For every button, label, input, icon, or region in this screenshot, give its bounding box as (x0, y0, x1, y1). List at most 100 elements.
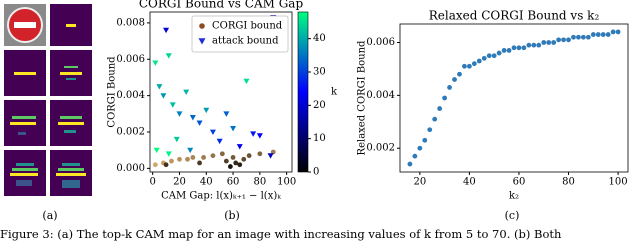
marker-circle (615, 29, 621, 35)
y-tick-label: 0.006 (116, 54, 145, 65)
marker-circle (466, 63, 472, 69)
marker-circle (437, 106, 443, 111)
legend-label: CORGI bound (212, 21, 283, 32)
marker-triangle (163, 27, 170, 34)
colorbar-label: k (331, 87, 338, 98)
colorbar-tick-label: 0 (313, 167, 319, 178)
marker-circle (531, 42, 537, 48)
marker-circle (219, 151, 225, 157)
x-axis-label: k₂ (509, 191, 519, 202)
marker-circle (197, 160, 202, 166)
x-tick-label: 0 (149, 177, 155, 188)
marker-circle (427, 127, 433, 133)
marker-circle (422, 137, 428, 143)
marker-triangle (187, 147, 194, 154)
x-tick-label: 80 (562, 177, 575, 188)
marker-circle (407, 161, 413, 167)
marker-triangle (243, 78, 250, 85)
marker-circle (610, 29, 616, 35)
marker-circle (233, 160, 239, 166)
marker-circle (452, 77, 457, 82)
y-tick-label: 0.004 (366, 90, 395, 101)
x-tick-label: 80 (253, 177, 266, 188)
marker-triangle (165, 151, 172, 157)
marker-circle (506, 48, 512, 53)
marker-triangle (203, 107, 210, 114)
marker-circle (600, 32, 606, 37)
marker-circle (457, 71, 462, 77)
colorbar-tick-label: 20 (313, 100, 326, 111)
marker-circle (605, 32, 611, 37)
marker-circle (526, 42, 532, 48)
marker-triangle (160, 93, 167, 99)
marker-triangle (169, 102, 176, 108)
marker-circle (246, 153, 252, 159)
marker-circle (566, 37, 571, 43)
marker-circle (152, 162, 158, 168)
x-tick-label: 100 (277, 177, 296, 188)
caption: Figure 3: (a) The top-k CAM map for an i… (0, 227, 562, 241)
marker-circle (432, 116, 438, 122)
marker-triangle (223, 111, 230, 117)
x-tick-label: 100 (609, 177, 628, 188)
y-axis-label: CORGI Bound (107, 56, 118, 128)
colorbar-tick-label: 10 (313, 133, 326, 144)
marker-circle (227, 164, 233, 169)
marker-circle (521, 45, 527, 51)
marker-triangle (198, 38, 206, 45)
marker-triangle (189, 115, 196, 121)
marker-circle (163, 162, 169, 168)
x-tick-label: 40 (200, 177, 213, 188)
marker-triangle (156, 84, 163, 90)
chart-title: CORGI Bound vs CAM Gap (139, 0, 304, 11)
x-tick-label: 20 (173, 177, 186, 188)
marker-circle (185, 156, 190, 162)
marker-circle (447, 85, 452, 90)
marker-circle (536, 42, 542, 48)
x-tick-label: 20 (413, 177, 426, 188)
marker-circle (462, 63, 467, 69)
marker-circle (190, 155, 196, 160)
marker-circle (412, 153, 418, 159)
marker-circle (223, 158, 229, 164)
x-tick-label: 40 (463, 177, 476, 188)
marker-triangle (250, 131, 257, 137)
marker-circle (496, 50, 502, 56)
marker-triangle (267, 153, 274, 159)
marker-triangle (209, 129, 216, 135)
legend-label: attack bound (212, 36, 279, 47)
x-axis-label: CAM Gap: l(x)ₖ₊₁ − l(x)ₖ (161, 191, 281, 202)
marker-circle (576, 34, 581, 40)
colorbar-tick-label: 40 (313, 33, 326, 44)
marker-circle (417, 145, 423, 151)
marker-triangle (152, 60, 159, 66)
stop-bar (14, 22, 36, 28)
panel-label: (b) (224, 209, 240, 222)
y-axis-label: Relaxed CORGI Bound (357, 40, 368, 155)
marker-triangle (153, 147, 160, 154)
y-tick-label: 0.002 (366, 143, 395, 154)
x-tick-label: 60 (227, 177, 240, 188)
marker-circle (241, 156, 247, 162)
marker-triangle (230, 125, 237, 132)
marker-circle (199, 23, 205, 29)
marker-circle (201, 155, 206, 160)
x-tick-label: 60 (513, 177, 526, 188)
y-tick-label: 0.004 (116, 90, 145, 101)
marker-circle (556, 37, 562, 43)
marker-circle (169, 158, 174, 164)
colorbar (297, 11, 309, 173)
marker-circle (571, 34, 576, 40)
marker-circle (471, 61, 477, 67)
marker-circle (516, 45, 522, 51)
marker-circle (491, 53, 497, 59)
plot-frame (149, 11, 293, 173)
marker-circle (476, 58, 482, 64)
marker-circle (237, 162, 243, 168)
marker-circle (486, 53, 492, 59)
cam-grid (4, 4, 92, 196)
plot-frame (399, 23, 629, 173)
marker-circle (580, 34, 586, 40)
colorbar-tick-label: 30 (313, 67, 326, 78)
